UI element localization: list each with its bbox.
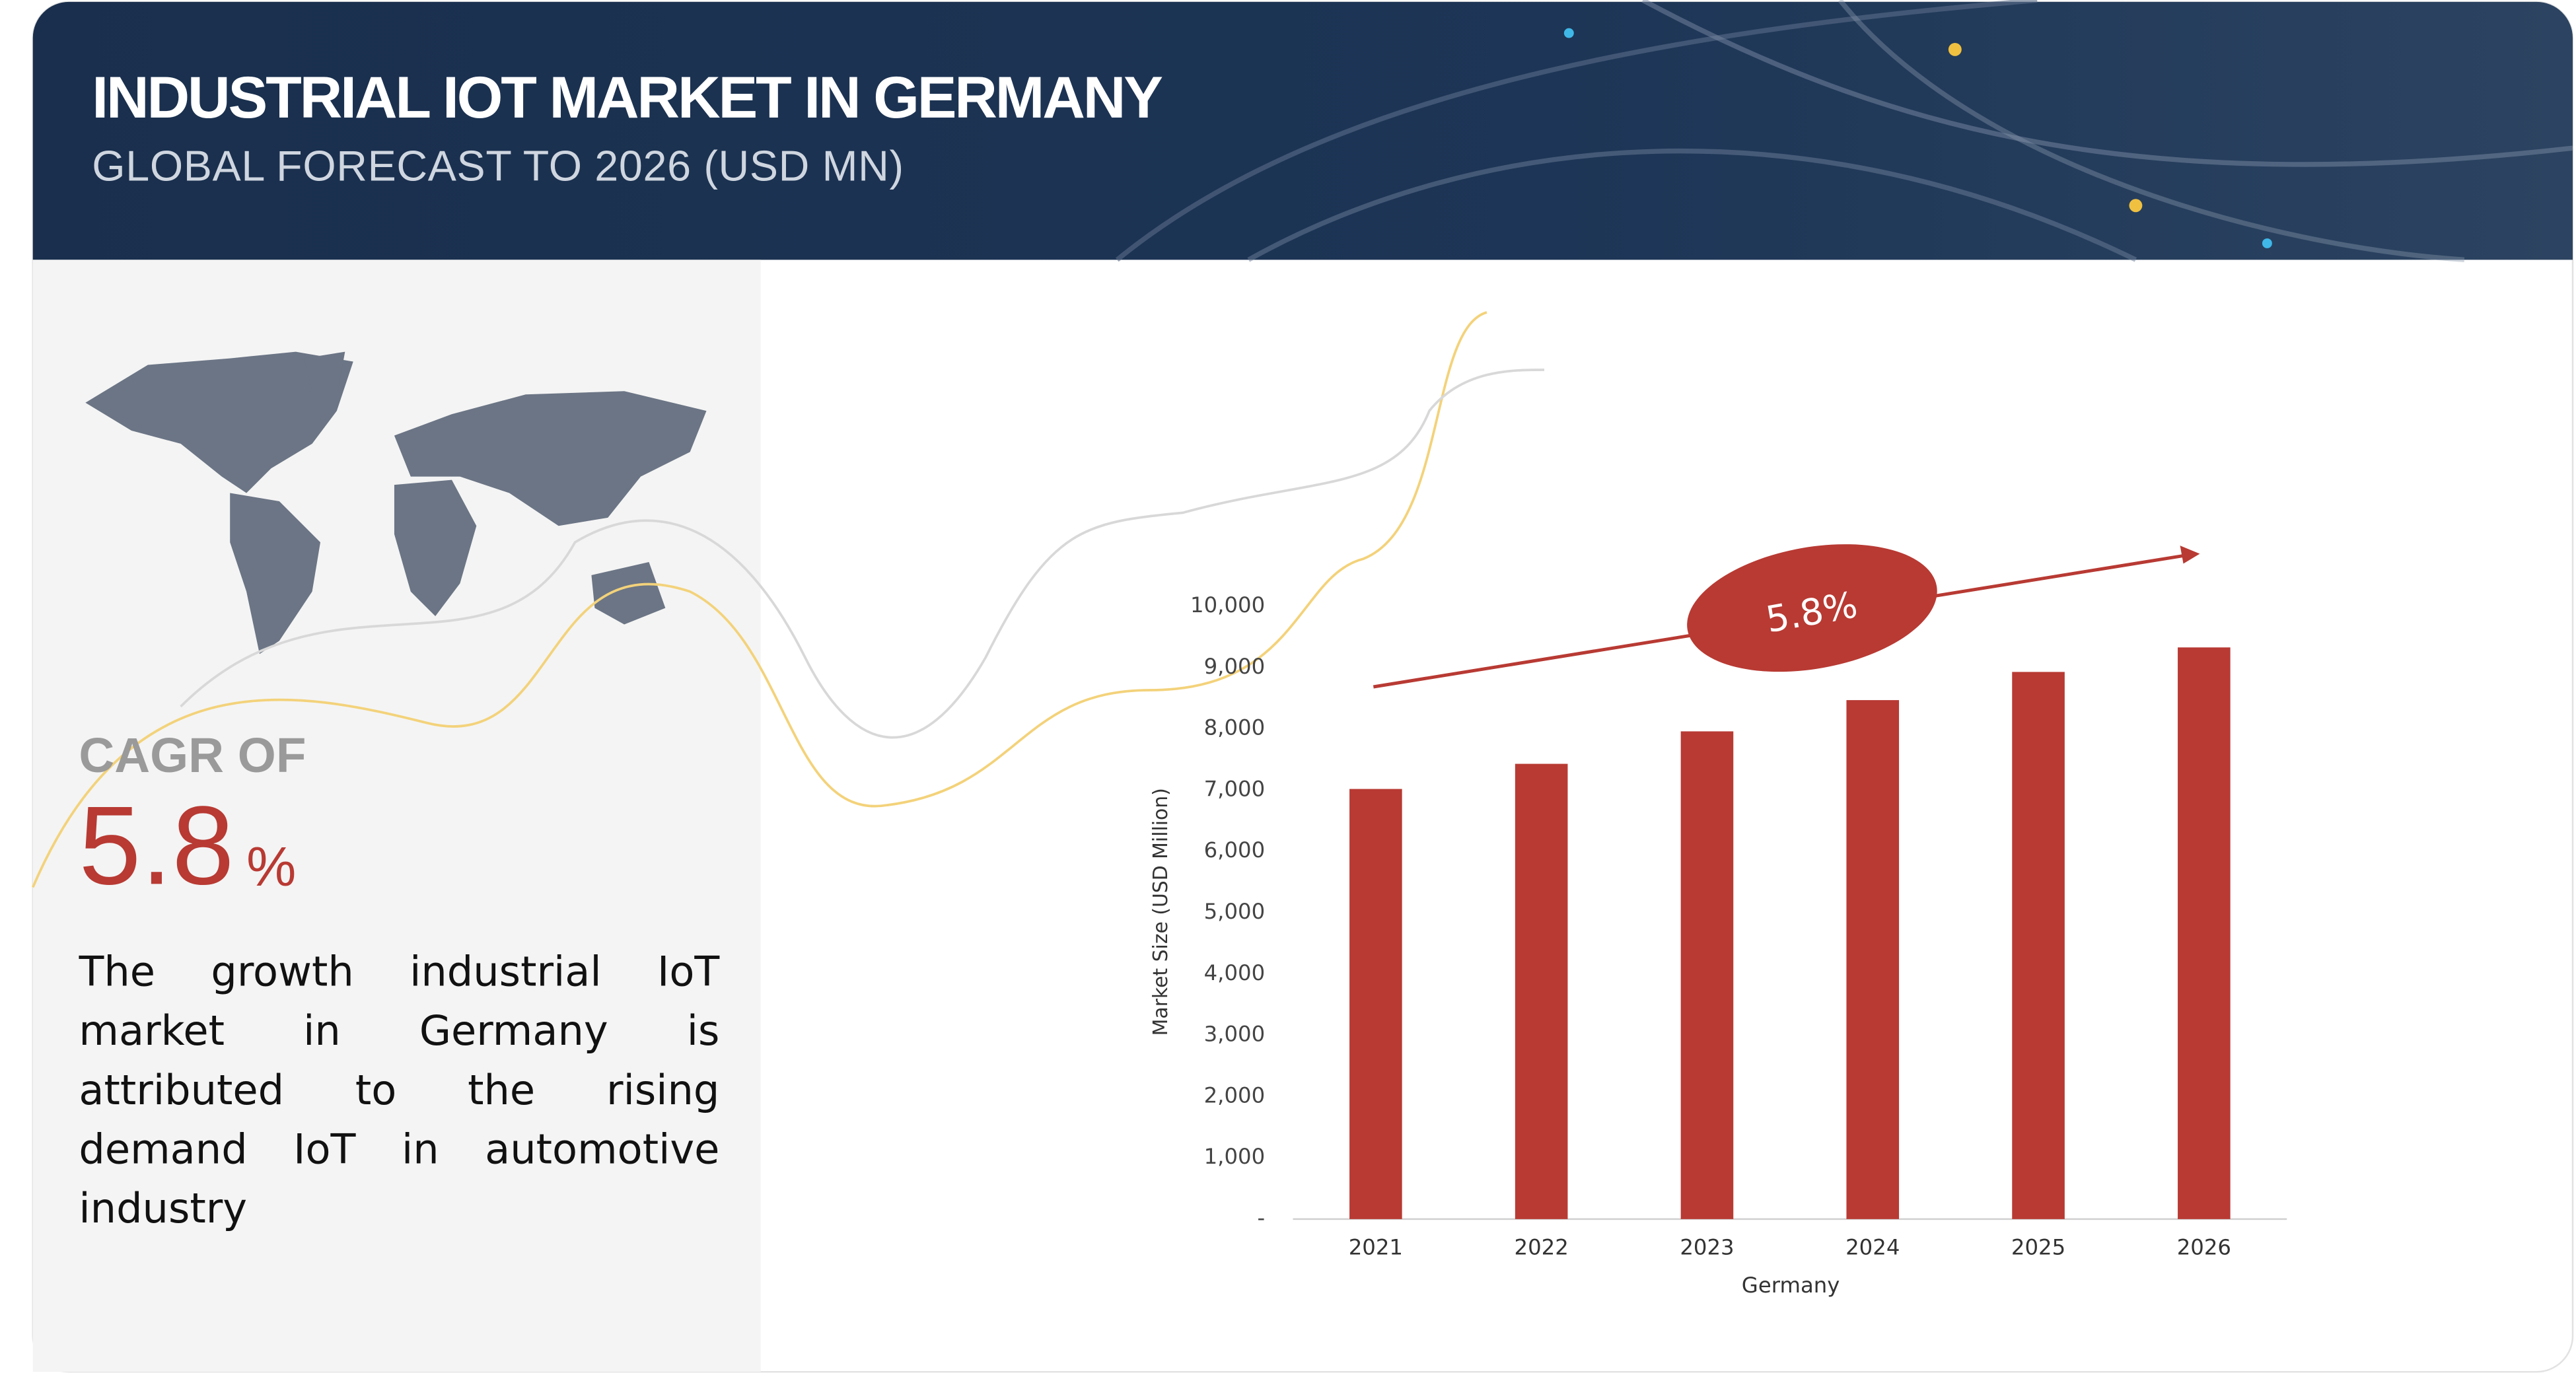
x-tick-label: 2025 bbox=[2011, 1235, 2065, 1260]
x-tick-label: 2022 bbox=[1515, 1235, 1569, 1260]
description-box: The growth industrial IoT market in Germ… bbox=[79, 948, 720, 1232]
header-band bbox=[32, 1, 2573, 260]
decorative-curves bbox=[32, 311, 1545, 888]
y-tick-label: 4,000 bbox=[1204, 960, 1266, 985]
chart: 5.8% Germany Market Size (USD Million) -… bbox=[1149, 544, 2287, 1298]
world-map bbox=[85, 351, 707, 654]
y-tick-label: 1,000 bbox=[1204, 1144, 1266, 1169]
y-tick-label: 3,000 bbox=[1204, 1022, 1266, 1047]
header-decoration bbox=[1115, 0, 2573, 263]
y-tick-label: 10,000 bbox=[1190, 592, 1265, 618]
description: The growth industrial IoT market in Germ… bbox=[79, 948, 720, 1232]
cagr-value: 5.8 bbox=[79, 783, 234, 907]
x-tick-label: 2021 bbox=[1349, 1235, 1403, 1260]
title: INDUSTRIAL IOT MARKET IN GERMANY bbox=[92, 64, 1163, 130]
cagr-badge bbox=[1687, 544, 1937, 672]
cagr-unit: % bbox=[246, 835, 296, 898]
bar bbox=[1515, 763, 1568, 1219]
bar bbox=[1846, 700, 1900, 1219]
cagr-label: CAGR OF bbox=[79, 727, 306, 783]
x-tick-label: 2024 bbox=[1845, 1235, 1900, 1260]
bar bbox=[1349, 789, 1402, 1219]
x-tick-label: 2026 bbox=[2177, 1235, 2231, 1260]
x-axis-label: Germany bbox=[1742, 1273, 1840, 1298]
y-tick-label: 8,000 bbox=[1204, 715, 1266, 740]
y-axis-label: Market Size (USD Million) bbox=[1149, 788, 1172, 1036]
subtitle: GLOBAL FORECAST TO 2026 (USD MN) bbox=[92, 142, 904, 190]
y-tick-label: 7,000 bbox=[1204, 776, 1266, 801]
x-tick-label: 2023 bbox=[1680, 1235, 1734, 1260]
bar bbox=[2178, 647, 2231, 1219]
bar bbox=[1680, 731, 1734, 1219]
y-tick-label: 6,000 bbox=[1204, 837, 1266, 863]
y-tick-label: 9,000 bbox=[1204, 654, 1266, 679]
y-tick-label: 5,000 bbox=[1204, 899, 1266, 924]
arrow-head bbox=[2180, 546, 2200, 564]
y-tick-label: - bbox=[1258, 1205, 1266, 1230]
y-tick-label: 2,000 bbox=[1204, 1082, 1266, 1108]
bar bbox=[2012, 672, 2065, 1219]
